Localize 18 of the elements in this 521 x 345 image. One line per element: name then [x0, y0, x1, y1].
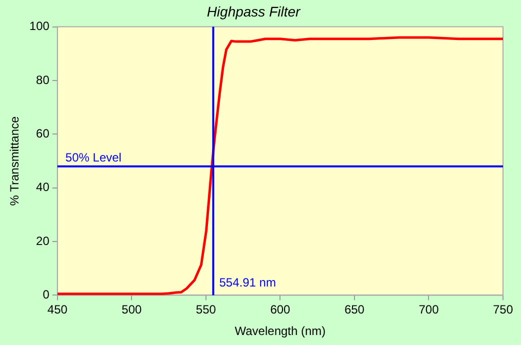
chart-title: Highpass Filter: [206, 3, 302, 20]
y-tick-label: 60: [36, 126, 50, 140]
x-tick-label: 750: [492, 302, 514, 317]
y-tick-label: 40: [36, 180, 50, 194]
y-axis-title: % Transmittance: [8, 116, 22, 206]
x-tick-label: 550: [196, 302, 216, 317]
ref-line-label: 554.91 nm: [219, 276, 276, 290]
x-tick-label: 650: [344, 302, 365, 317]
x-tick-label: 450: [47, 302, 68, 317]
ref-line-label: 50% Level: [65, 150, 122, 165]
y-tick-label: 20: [36, 234, 50, 248]
x-tick-label: 700: [418, 302, 440, 317]
x-tick-label: 600: [270, 302, 291, 317]
x-tick-label: 500: [122, 302, 142, 317]
y-tick-label: 80: [36, 72, 50, 87]
y-tick-label: 100: [29, 19, 50, 34]
x-axis-title: Wavelength (nm): [234, 324, 326, 338]
y-tick-label: 0: [42, 288, 50, 302]
